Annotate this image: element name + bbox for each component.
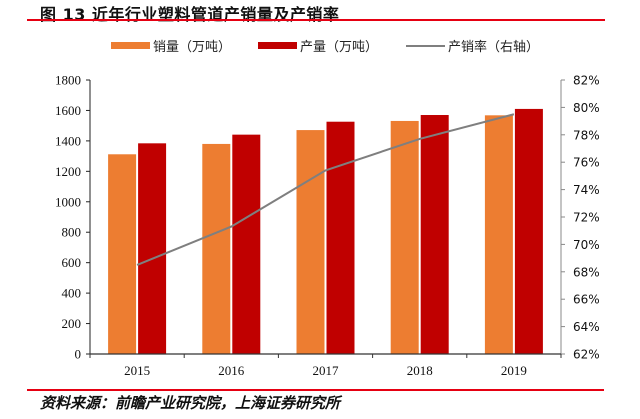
- source-divider: [27, 389, 604, 391]
- right-tick-label: 76%: [573, 156, 600, 170]
- bars-group: [108, 108, 543, 354]
- legend-label-sales: 销量（万吨）: [153, 40, 232, 55]
- legend-swatch-rate: [406, 44, 445, 47]
- left-tick-label: 0: [75, 347, 82, 362]
- bar-sales-2016: [202, 143, 231, 354]
- right-tick-label: 64%: [573, 320, 600, 334]
- x-tick-label: 2016: [218, 363, 245, 378]
- bar-production-2016: [232, 134, 261, 354]
- bar-production-2018: [420, 115, 449, 354]
- right-tick-label: 82%: [573, 74, 600, 88]
- right-tick-label: 74%: [573, 183, 600, 197]
- bar-sales-2018: [390, 120, 419, 354]
- left-tick-label: 1800: [55, 73, 81, 88]
- left-tick-label: 400: [62, 286, 82, 301]
- bar-sales-2019: [484, 115, 513, 354]
- left-tick-label: 200: [62, 316, 82, 331]
- x-tick-label: 2015: [124, 363, 150, 378]
- right-tick-label: 80%: [573, 101, 600, 115]
- x-tick-label: 2019: [501, 363, 527, 378]
- legend-label-production: 产量（万吨）: [300, 40, 379, 55]
- right-tick-label: 62%: [573, 348, 600, 362]
- left-tick-label: 1000: [55, 194, 81, 209]
- right-tick-label: 78%: [573, 128, 600, 142]
- legend-item-production: 产量（万吨）: [258, 36, 378, 55]
- title-divider: [27, 19, 605, 21]
- left-tick-label: 600: [62, 255, 82, 270]
- bar-sales-2017: [296, 130, 325, 354]
- bar-production-2019: [514, 108, 543, 354]
- bar-sales-2015: [108, 154, 137, 354]
- right-tick-label: 68%: [573, 265, 600, 279]
- source-note: 资料来源：前瞻产业研究院，上海证券研究所: [40, 394, 341, 412]
- right-tick-label: 70%: [573, 238, 600, 252]
- legend-swatch-sales: [111, 42, 150, 49]
- x-tick-label: 2018: [407, 363, 433, 378]
- right-tick-label: 66%: [573, 293, 600, 307]
- left-tick-label: 1200: [55, 164, 81, 179]
- bar-production-2017: [326, 121, 355, 354]
- legend-item-rate: 产销率（右轴）: [406, 36, 539, 55]
- chart-legend: 销量（万吨） 产量（万吨） 产销率（右轴）: [0, 36, 640, 56]
- legend-label-rate: 产销率（右轴）: [448, 40, 540, 55]
- left-tick-label: 800: [62, 225, 82, 240]
- rate-line-group: [136, 113, 515, 266]
- bar-production-2015: [138, 143, 167, 354]
- left-tick-label: 1600: [55, 103, 81, 118]
- x-tick-label: 2017: [313, 363, 340, 378]
- left-tick-label: 1400: [55, 133, 81, 148]
- right-tick-label: 72%: [573, 211, 600, 225]
- legend-swatch-production: [258, 42, 297, 49]
- legend-item-sales: 销量（万吨）: [111, 36, 231, 55]
- ticks-group: 0 200 400 600 800 1000 1200 1400 1600 1800 62% 64% 6…: [55, 73, 600, 379]
- rate-line: [136, 113, 515, 266]
